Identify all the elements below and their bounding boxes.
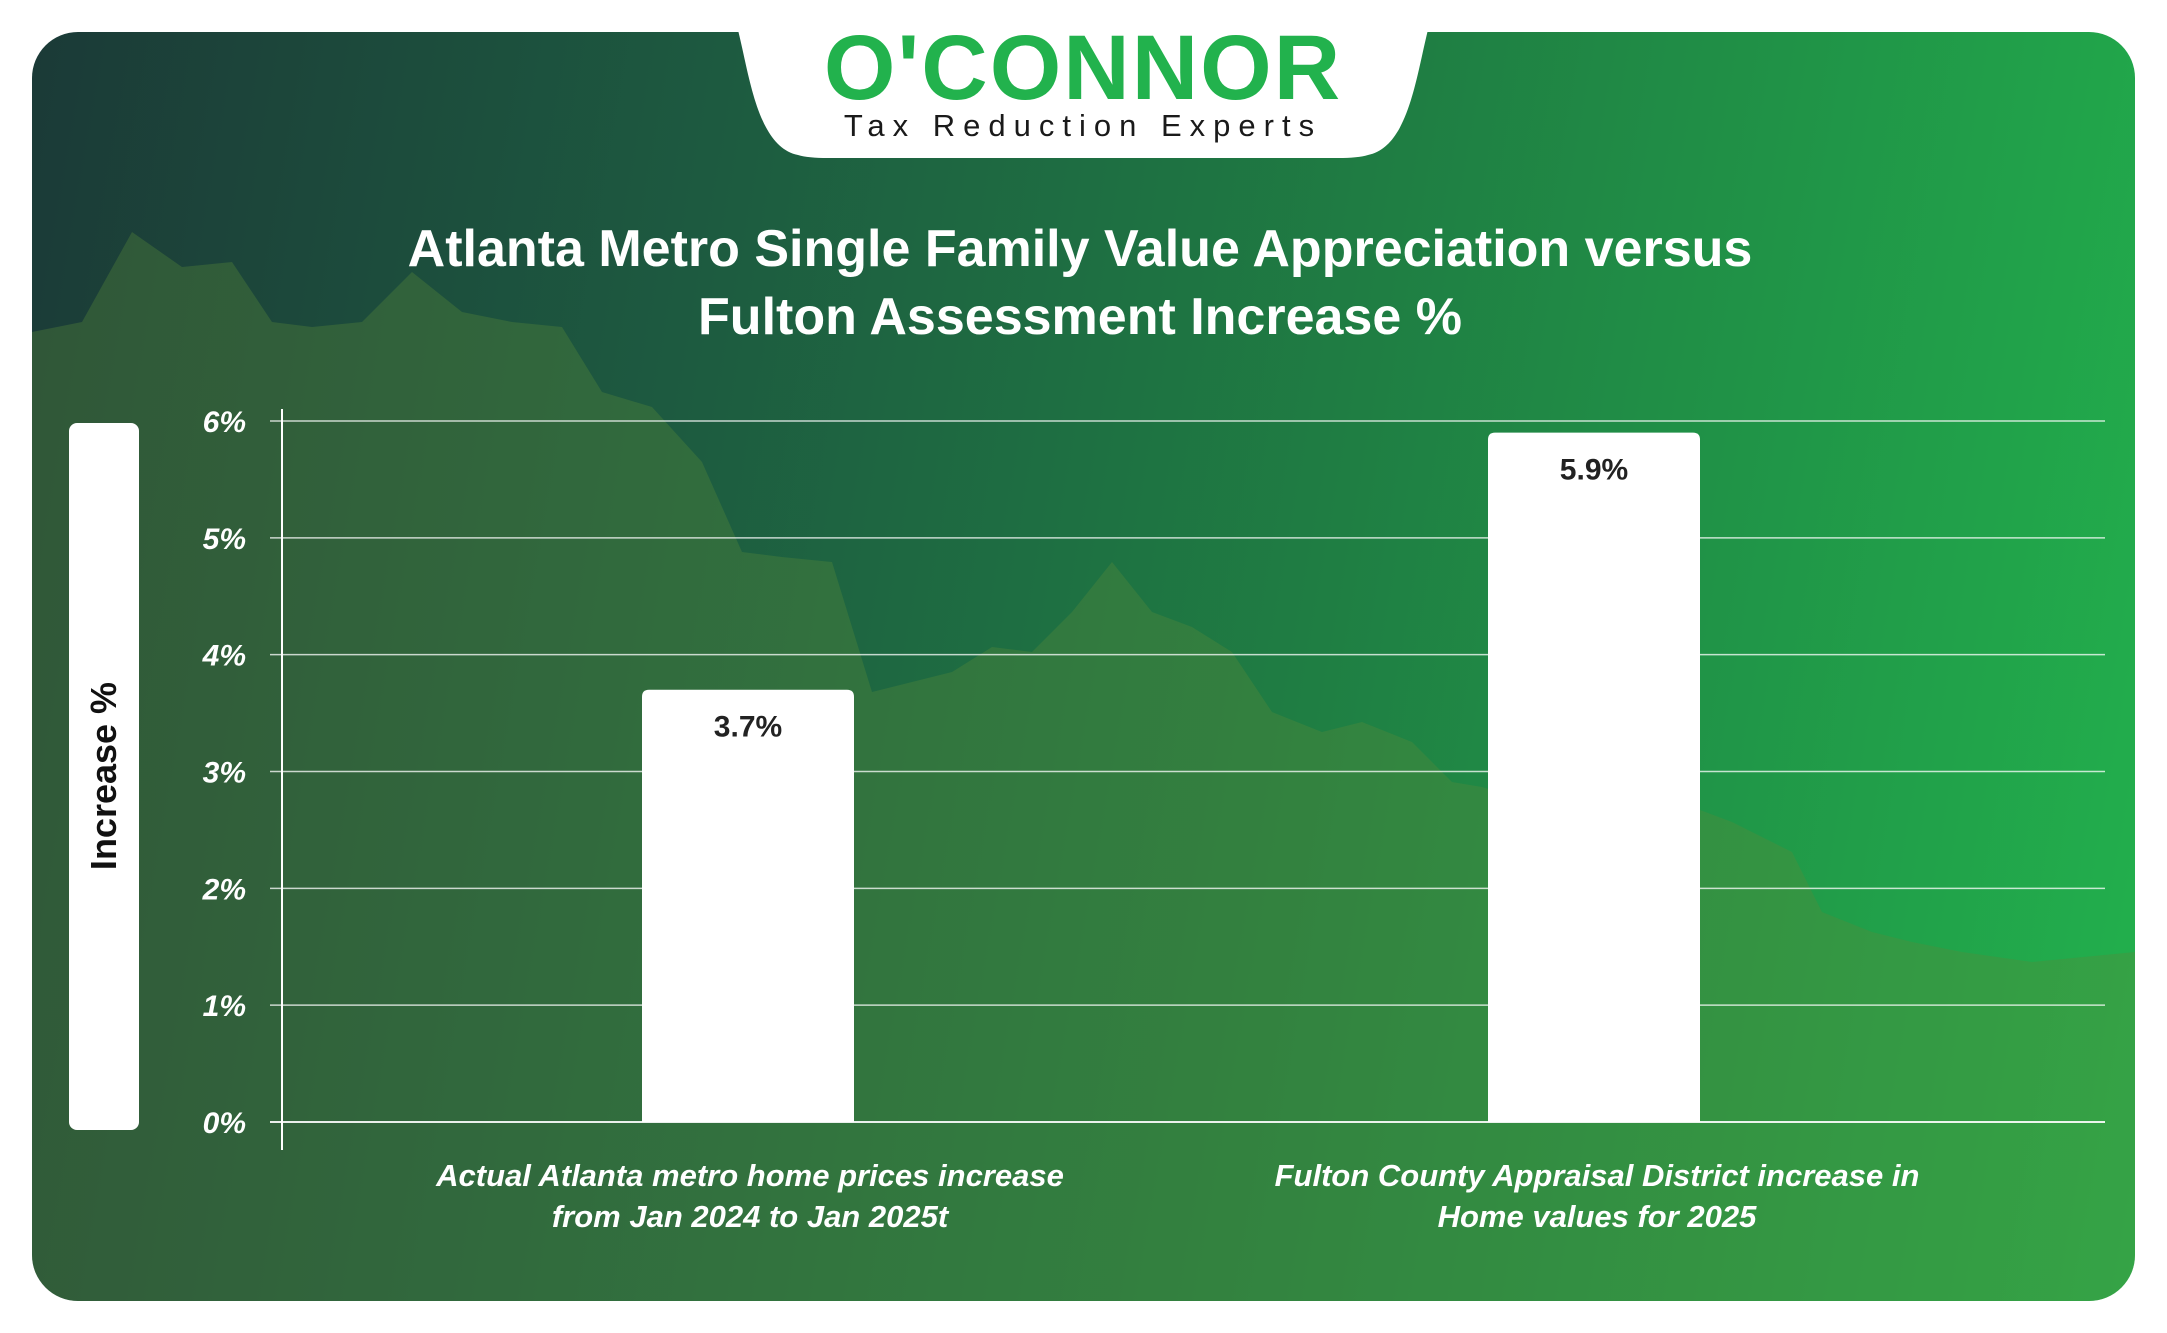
bar (642, 689, 854, 1122)
y-tick-label: 2% (202, 873, 246, 906)
y-axis-label-box (69, 423, 139, 1130)
brand-tagline: Tax Reduction Experts (843, 108, 1323, 143)
y-tick-label: 5% (203, 523, 246, 556)
bar-data-label: 3.7% (714, 711, 782, 744)
y-tick-label: 3% (203, 757, 246, 790)
x-category-2-line-1: Fulton County Appraisal District increas… (1274, 1158, 1920, 1193)
y-tick-label: 1% (203, 990, 246, 1023)
x-category-1-line-1: Actual Atlanta metro home prices increas… (436, 1158, 1064, 1193)
x-category-label-2: Fulton County Appraisal District increas… (1147, 1155, 2047, 1237)
x-category-2-line-2: Home values for 2025 (1437, 1199, 1757, 1234)
x-category-label-1: Actual Atlanta metro home prices increas… (300, 1155, 1200, 1237)
x-category-1-line-2: from Jan 2024 to Jan 2025t (551, 1199, 949, 1234)
logo-tab-background (728, 0, 1438, 158)
bar-data-label: 5.9% (1560, 454, 1628, 487)
bar (1488, 432, 1700, 1122)
y-tick-label: 6% (203, 406, 246, 439)
chart-title-line-1: Atlanta Metro Single Family Value Apprec… (407, 220, 1753, 278)
y-tick-label: 4% (202, 640, 246, 673)
chart-title-line-2: Fulton Assessment Increase % (698, 288, 1462, 346)
y-tick-label: 0% (203, 1107, 246, 1140)
brand-logo: O'CONNOR (823, 17, 1343, 119)
chart-title: Atlanta Metro Single Family Value Apprec… (280, 215, 1880, 351)
